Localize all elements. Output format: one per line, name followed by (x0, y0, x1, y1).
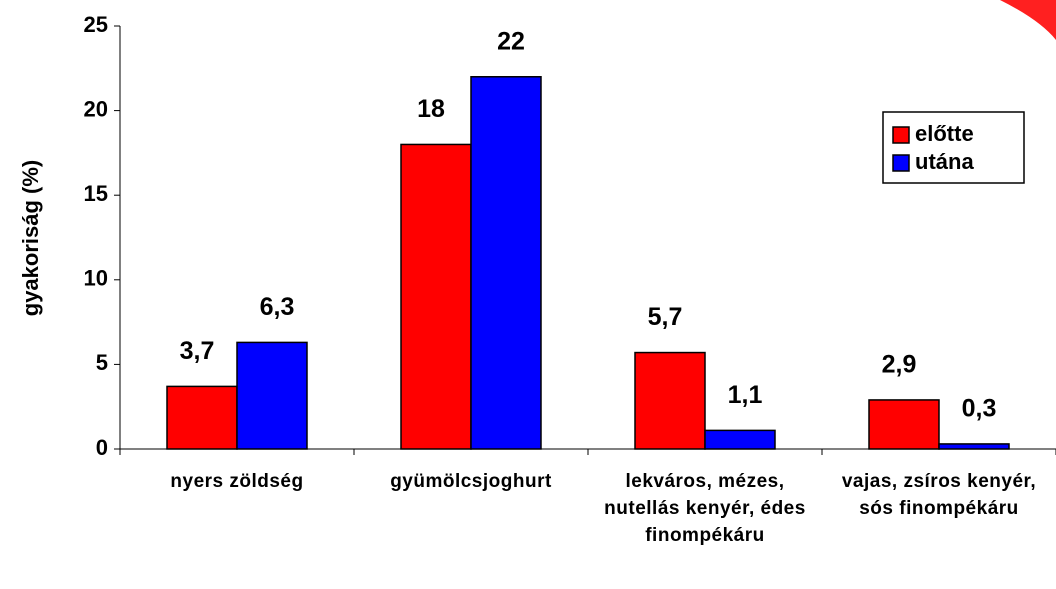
value-label: 22 (497, 27, 525, 55)
y-tick-label: 0 (96, 435, 108, 460)
value-label: 1,1 (728, 381, 763, 409)
bar (704, 429, 776, 450)
legend-label: utána (915, 149, 974, 174)
y-tick-label: 5 (96, 350, 108, 375)
legend-label: előtte (915, 121, 974, 146)
y-tick-label: 15 (84, 181, 108, 206)
value-label: 5,7 (648, 303, 683, 331)
bar (868, 399, 940, 450)
bar (938, 443, 1010, 450)
bar (400, 143, 472, 450)
y-tick-label: 10 (84, 266, 108, 291)
x-tick-label: vajas, zsíros kenyér, sós finompékáru (841, 471, 1037, 519)
x-tick-label: nyers zöldség (170, 471, 304, 492)
value-label: 2,9 (882, 351, 917, 379)
bar (166, 385, 238, 450)
value-label: 6,3 (260, 293, 295, 321)
bar (470, 76, 542, 450)
decoration (1000, 0, 1056, 40)
value-label: 3,7 (180, 337, 215, 365)
x-tick-label: gyümölcsjoghurt (390, 471, 552, 492)
legend-swatch (892, 154, 910, 172)
value-label: 0,3 (962, 395, 997, 423)
y-tick-label: 20 (84, 96, 108, 121)
bar (634, 351, 706, 450)
bar (236, 341, 308, 450)
value-label: 18 (417, 95, 445, 123)
y-axis-label: gyakoriság (%) (18, 160, 43, 317)
y-tick-label: 25 (84, 12, 108, 37)
x-tick-label: lekváros, mézes, nutellás kenyér, édes f… (604, 471, 806, 546)
legend-swatch (892, 126, 910, 144)
